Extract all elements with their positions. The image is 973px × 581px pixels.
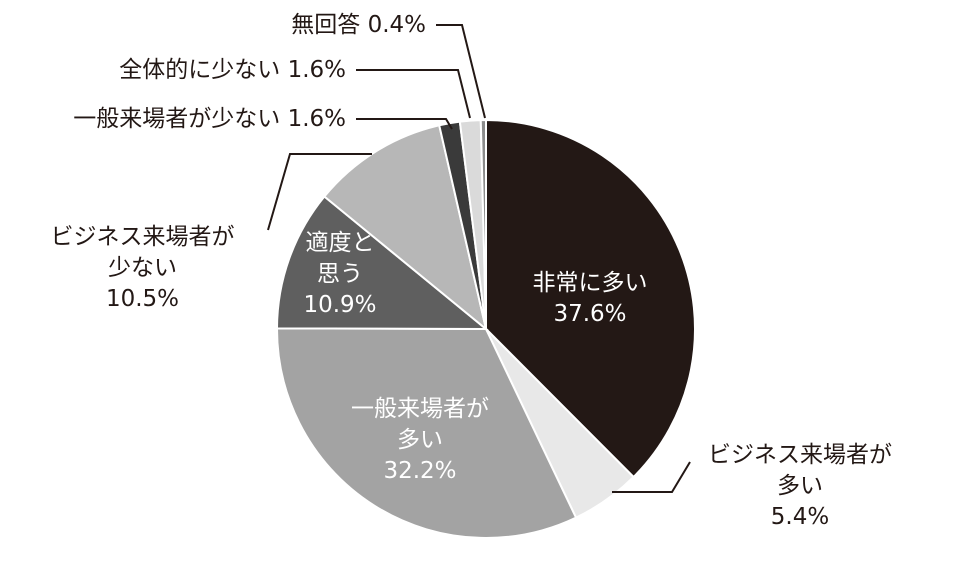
pie-slice [479, 118, 487, 330]
category-label: 全体的に少ない [119, 57, 281, 83]
slice-label: ビジネス来場者が 多い 5.4% [690, 440, 910, 533]
pie-slice [276, 327, 578, 539]
value-label: 1.6% [287, 57, 346, 83]
slice-label: 無回答 0.4% [0, 10, 426, 41]
slice-label: 適度と 思う 10.9% [280, 228, 400, 321]
leader-line [356, 118, 453, 130]
pie-slice [485, 118, 696, 479]
value-label: 10.9% [303, 292, 377, 318]
slice-label: 全体的に少ない 1.6% [0, 55, 346, 86]
category-label: 一般来場者が 多い [351, 396, 489, 453]
value-label: 10.5% [105, 286, 180, 312]
category-label: ビジネス来場者が 多い [708, 442, 892, 499]
value-label: 37.6% [553, 301, 627, 327]
leader-line [612, 461, 691, 493]
category-label: 無回答 [291, 12, 361, 38]
value-label: 0.4% [367, 12, 426, 38]
slice-label: 一般来場者が 多い 32.2% [320, 394, 520, 487]
category-label: 適度と 思う [305, 230, 375, 287]
pie-slice [322, 124, 488, 332]
leader-line [436, 24, 486, 119]
value-label: 32.2% [383, 458, 457, 484]
pie-slice [275, 195, 489, 331]
slice-label: ビジネス来場者が 少ない 10.5% [30, 222, 255, 315]
leader-line [267, 153, 372, 231]
slice-label: 非常に多い 37.6% [515, 268, 665, 330]
category-label: 非常に多い [532, 270, 648, 296]
category-label: ビジネス来場者が 少ない [50, 224, 235, 281]
category-label: 一般来場者が少ない [73, 106, 281, 132]
value-label: 5.4% [770, 504, 830, 530]
slice-label: 一般来場者が少ない 1.6% [0, 104, 346, 135]
leader-line [356, 69, 471, 119]
value-label: 1.6% [287, 106, 346, 132]
